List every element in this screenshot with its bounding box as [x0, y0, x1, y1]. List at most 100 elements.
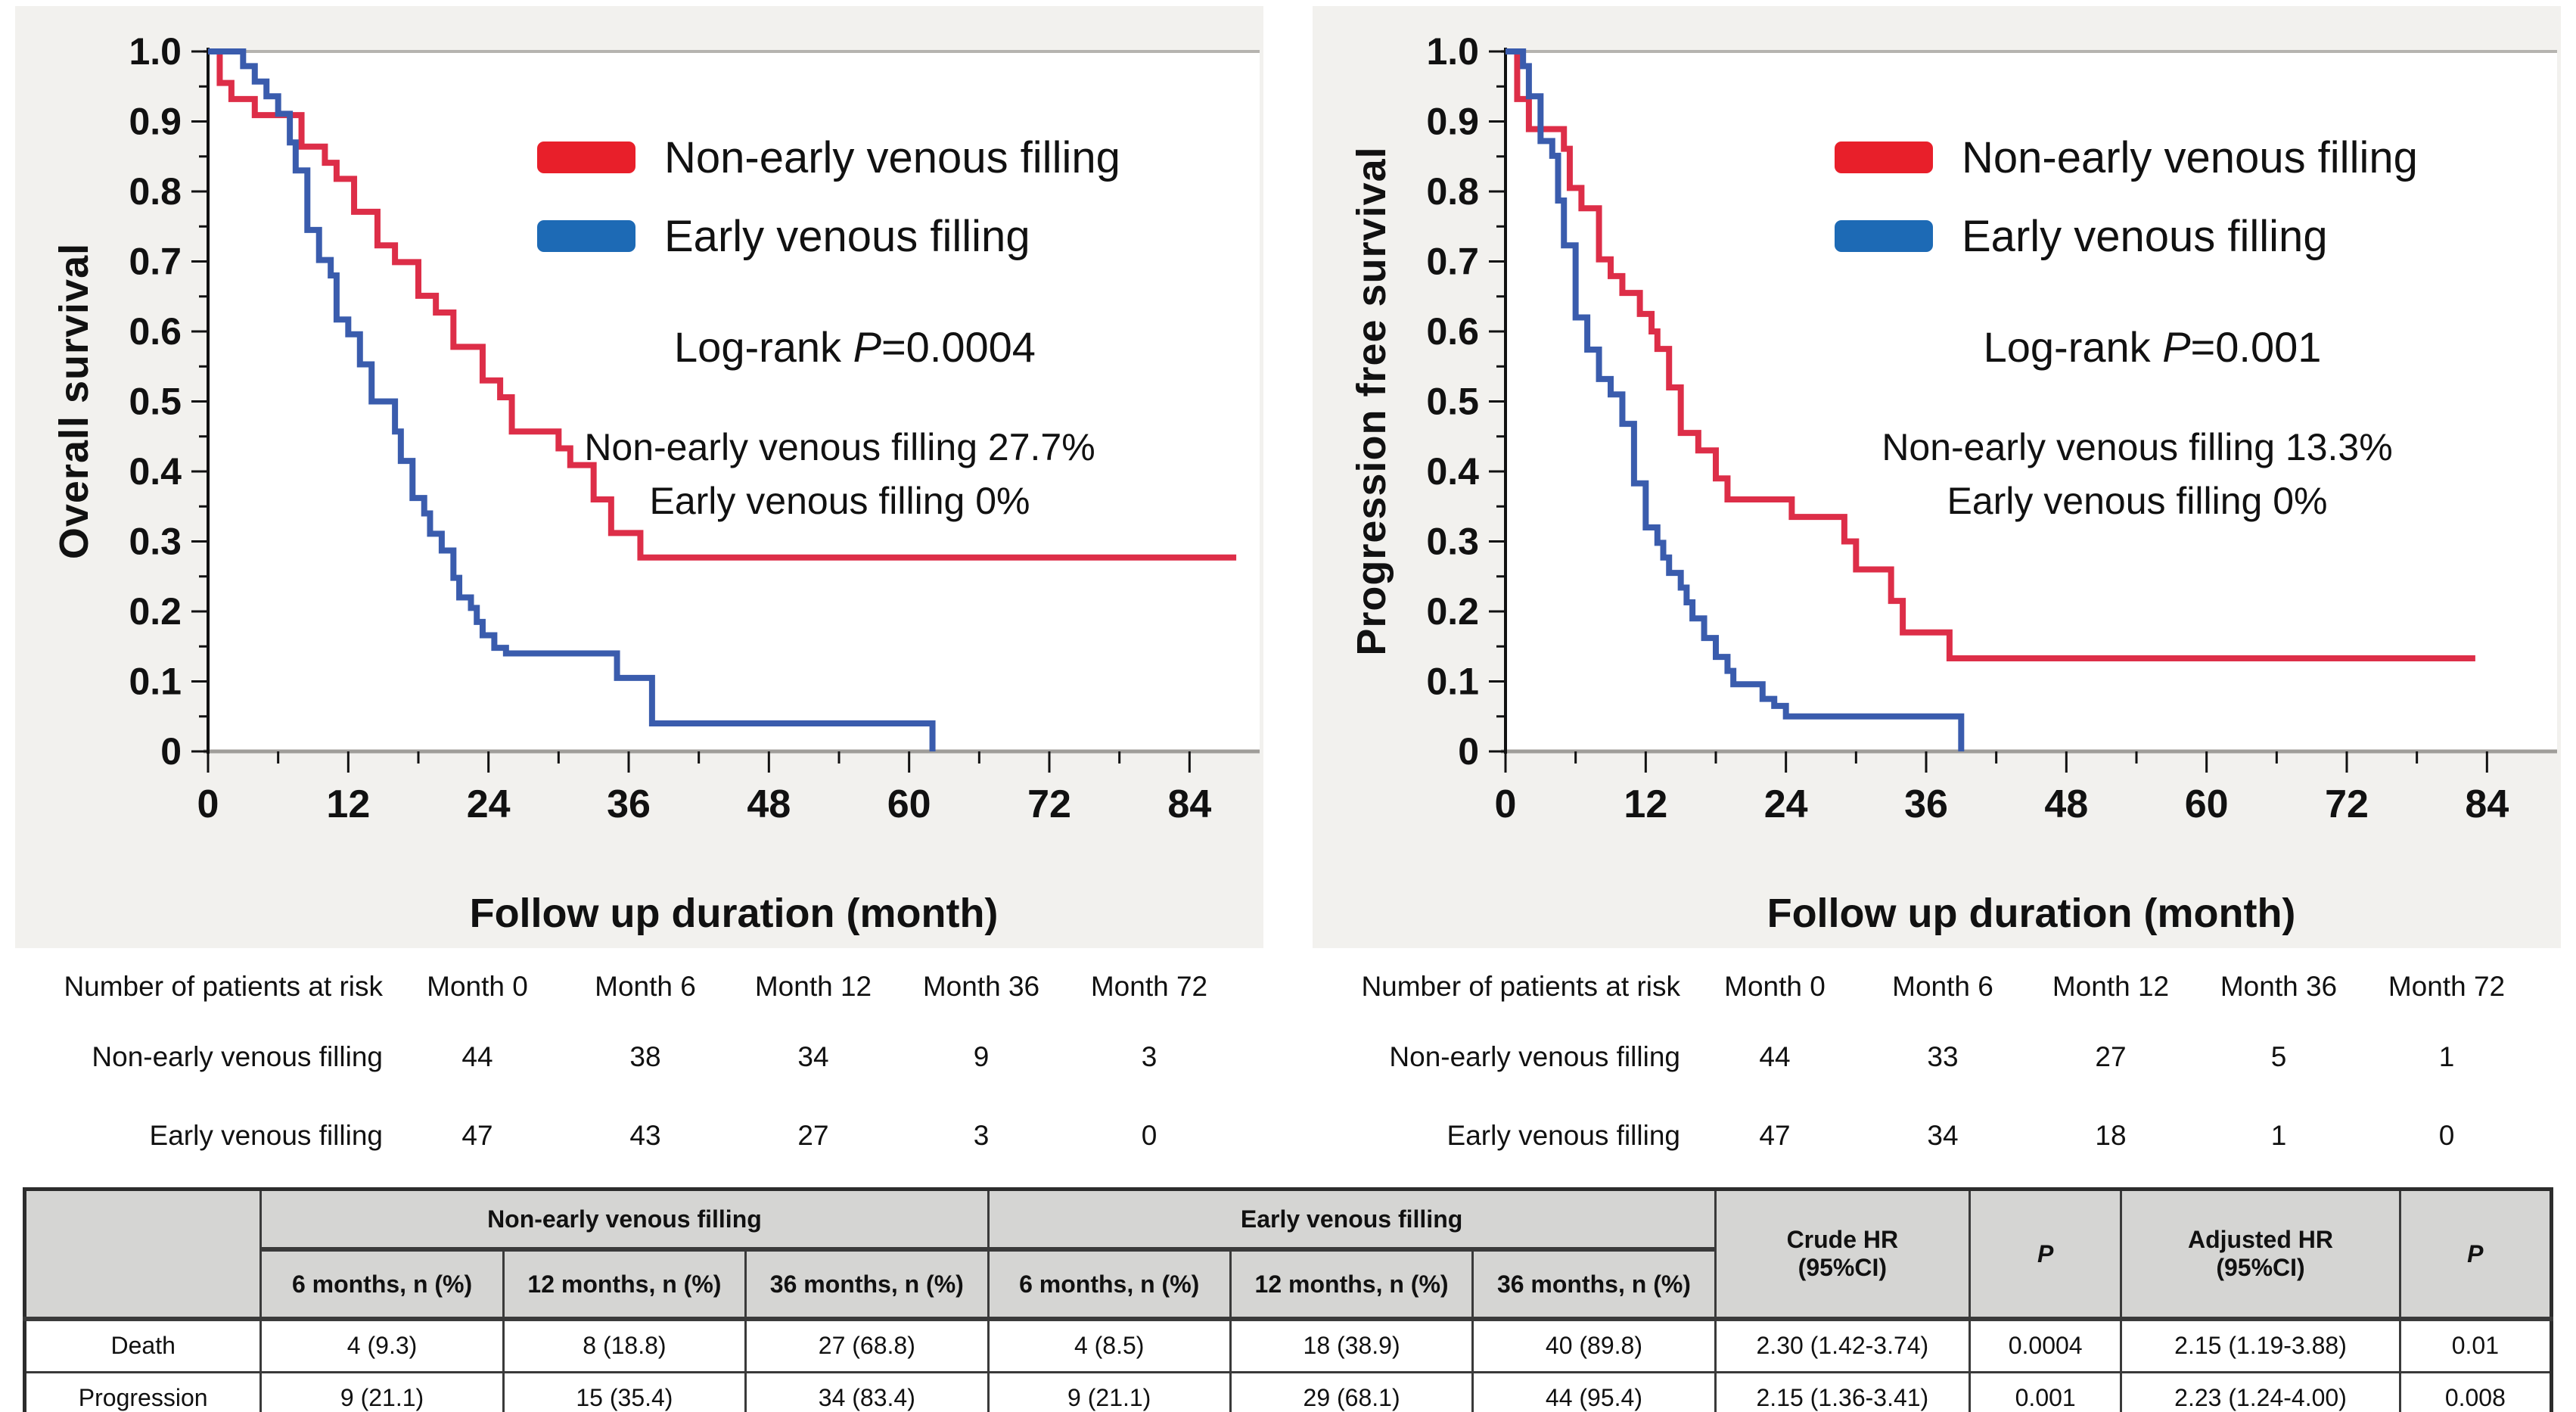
risk-col-header: Month 6 [1892, 971, 1993, 1002]
hazard-ratio-table: Non-early venous filling Early venous fi… [23, 1187, 2553, 1412]
cell: 44 (95.4) [1471, 1370, 1717, 1412]
risk-row-label: Non-early venous filling [92, 1041, 383, 1072]
cell: 4 (9.3) [259, 1317, 505, 1373]
risk-table-title: Number of patients at risk [64, 971, 383, 1002]
cell: 34 (83.4) [744, 1370, 990, 1412]
risk-col-header: Month 0 [1724, 971, 1826, 1002]
crude-hr-header: Crude HR (95%CI) [1714, 1188, 1972, 1321]
cell: 8 (18.8) [502, 1317, 747, 1373]
survival-rate-annotation: Non-early venous filling 13.3% Early ven… [1782, 421, 2493, 528]
row-label: Progression [23, 1370, 263, 1412]
svg-text:0: 0 [197, 782, 219, 826]
svg-text:0.8: 0.8 [1426, 170, 1479, 213]
subheader: 36 months, n (%) [1471, 1248, 1717, 1321]
overall-survival-panel: 0 0.1 0.2 0.3 0.4 0.5 0.6 0.7 0.8 0.9 1.0 0 12 24 36 48… [15, 6, 1263, 948]
svg-text:0.5: 0.5 [129, 381, 182, 423]
risk-row-label: Early venous filling [1446, 1120, 1680, 1151]
risk-col-header: Month 12 [754, 971, 872, 1002]
legend: Non-early venous filling Early venous fi… [537, 118, 1120, 275]
svg-text:0: 0 [160, 730, 182, 773]
logrank-text: Log-rank [674, 323, 853, 371]
svg-text:0.2: 0.2 [1426, 590, 1479, 633]
table-row-death: Death 4 (9.3) 8 (18.8) 27 (68.8) 4 (8.5)… [23, 1317, 2553, 1373]
svg-text:12: 12 [326, 782, 370, 826]
row-label: Death [23, 1317, 263, 1373]
risk-value: 1 [2270, 1120, 2287, 1151]
svg-text:60: 60 [2185, 782, 2229, 826]
risk-value: 38 [629, 1041, 661, 1072]
logrank-text: Log-rank [1983, 323, 2163, 371]
subheader: 12 months, n (%) [502, 1248, 747, 1321]
risk-row-label: Non-early venous filling [1389, 1041, 1680, 1072]
svg-text:0.6: 0.6 [1426, 310, 1479, 353]
svg-text:36: 36 [1904, 782, 1948, 826]
svg-text:36: 36 [607, 782, 651, 826]
risk-col-header: Month 36 [2220, 971, 2338, 1002]
cell: 2.30 (1.42-3.74) [1714, 1317, 1972, 1373]
p-header: P [2398, 1188, 2553, 1321]
risk-table-overall-survival: Number of patients at risk Month 0 Month… [15, 956, 1263, 1175]
svg-text:0.3: 0.3 [129, 521, 182, 563]
svg-text:72: 72 [1027, 782, 1071, 826]
risk-value: 44 [1759, 1041, 1791, 1072]
svg-text:84: 84 [2465, 782, 2509, 826]
legend-item-nonearly: Non-early venous filling [537, 118, 1120, 197]
svg-text:0.3: 0.3 [1426, 521, 1479, 563]
svg-text:72: 72 [2325, 782, 2369, 826]
svg-text:24: 24 [1764, 782, 1808, 826]
cell: 40 (89.8) [1471, 1317, 1717, 1373]
svg-text:0.4: 0.4 [1426, 450, 1479, 493]
risk-col-header: Month 12 [2052, 971, 2170, 1002]
risk-col-header: Month 36 [922, 971, 1040, 1002]
cell: 0.008 [2398, 1370, 2553, 1412]
risk-value: 27 [797, 1120, 829, 1151]
cell: 9 (21.1) [987, 1370, 1232, 1412]
risk-value: 1 [2438, 1041, 2455, 1072]
svg-text:0.1: 0.1 [129, 661, 182, 703]
risk-value: 34 [1927, 1120, 1959, 1151]
cell: 9 (21.1) [259, 1370, 505, 1412]
risk-value: 47 [461, 1120, 493, 1151]
svg-text:0.7: 0.7 [129, 241, 182, 283]
rate-nonearly: Non-early venous filling 27.7% [584, 426, 1095, 468]
cell: 29 (68.1) [1229, 1370, 1474, 1412]
legend-label: Early venous filling [664, 211, 1030, 261]
svg-text:48: 48 [2044, 782, 2088, 826]
risk-value: 0 [2438, 1120, 2455, 1151]
risk-col-header: Month 72 [1090, 971, 1208, 1002]
risk-value: 47 [1759, 1120, 1791, 1151]
risk-value: 0 [1141, 1120, 1157, 1151]
svg-text:0.2: 0.2 [129, 590, 182, 633]
x-axis-title: Follow up duration (month) [469, 891, 999, 936]
y-axis-title: Overall survival [51, 242, 97, 560]
svg-text:0.5: 0.5 [1426, 381, 1479, 423]
risk-value: 34 [797, 1041, 829, 1072]
risk-table-title: Number of patients at risk [1361, 971, 1680, 1002]
svg-text:0.1: 0.1 [1426, 661, 1479, 703]
risk-tables-row: Number of patients at risk Month 0 Month… [0, 948, 2576, 1175]
p-value: =0.001 [2190, 323, 2322, 371]
y-axis-title: Progression free survival [1349, 146, 1394, 656]
p-symbol: P [853, 323, 881, 371]
cell: 0.0004 [1969, 1317, 2123, 1373]
svg-text:84: 84 [1167, 782, 1211, 826]
corner-cell [23, 1188, 263, 1321]
cell: 4 (8.5) [987, 1317, 1232, 1373]
logrank-annotation: Log-rank P=0.0004 [545, 322, 1165, 372]
risk-value: 18 [2095, 1120, 2127, 1151]
progression-free-survival-chart: 0 0.1 0.2 0.3 0.4 0.5 0.6 0.7 0.8 0.9 1.0 0 12 24 36 48… [1426, 30, 2557, 826]
risk-value: 5 [2270, 1041, 2287, 1072]
risk-value: 3 [973, 1120, 990, 1151]
risk-value: 43 [629, 1120, 661, 1151]
subheader: 6 months, n (%) [259, 1248, 505, 1321]
svg-text:0.8: 0.8 [129, 170, 182, 213]
cell: 27 (68.8) [744, 1317, 990, 1373]
risk-value: 27 [2095, 1041, 2127, 1072]
overall-survival-chart: 0 0.1 0.2 0.3 0.4 0.5 0.6 0.7 0.8 0.9 1.0 0 12 24 36 48… [129, 30, 1260, 826]
cell: 2.15 (1.36-3.41) [1714, 1370, 1972, 1412]
cell: 2.15 (1.19-3.88) [2120, 1317, 2401, 1373]
charts-row: 0 0.1 0.2 0.3 0.4 0.5 0.6 0.7 0.8 0.9 1.0 0 12 24 36 48… [15, 6, 2561, 948]
svg-text:1.0: 1.0 [1426, 30, 1479, 73]
cell: 2.23 (1.24-4.00) [2120, 1370, 2401, 1412]
